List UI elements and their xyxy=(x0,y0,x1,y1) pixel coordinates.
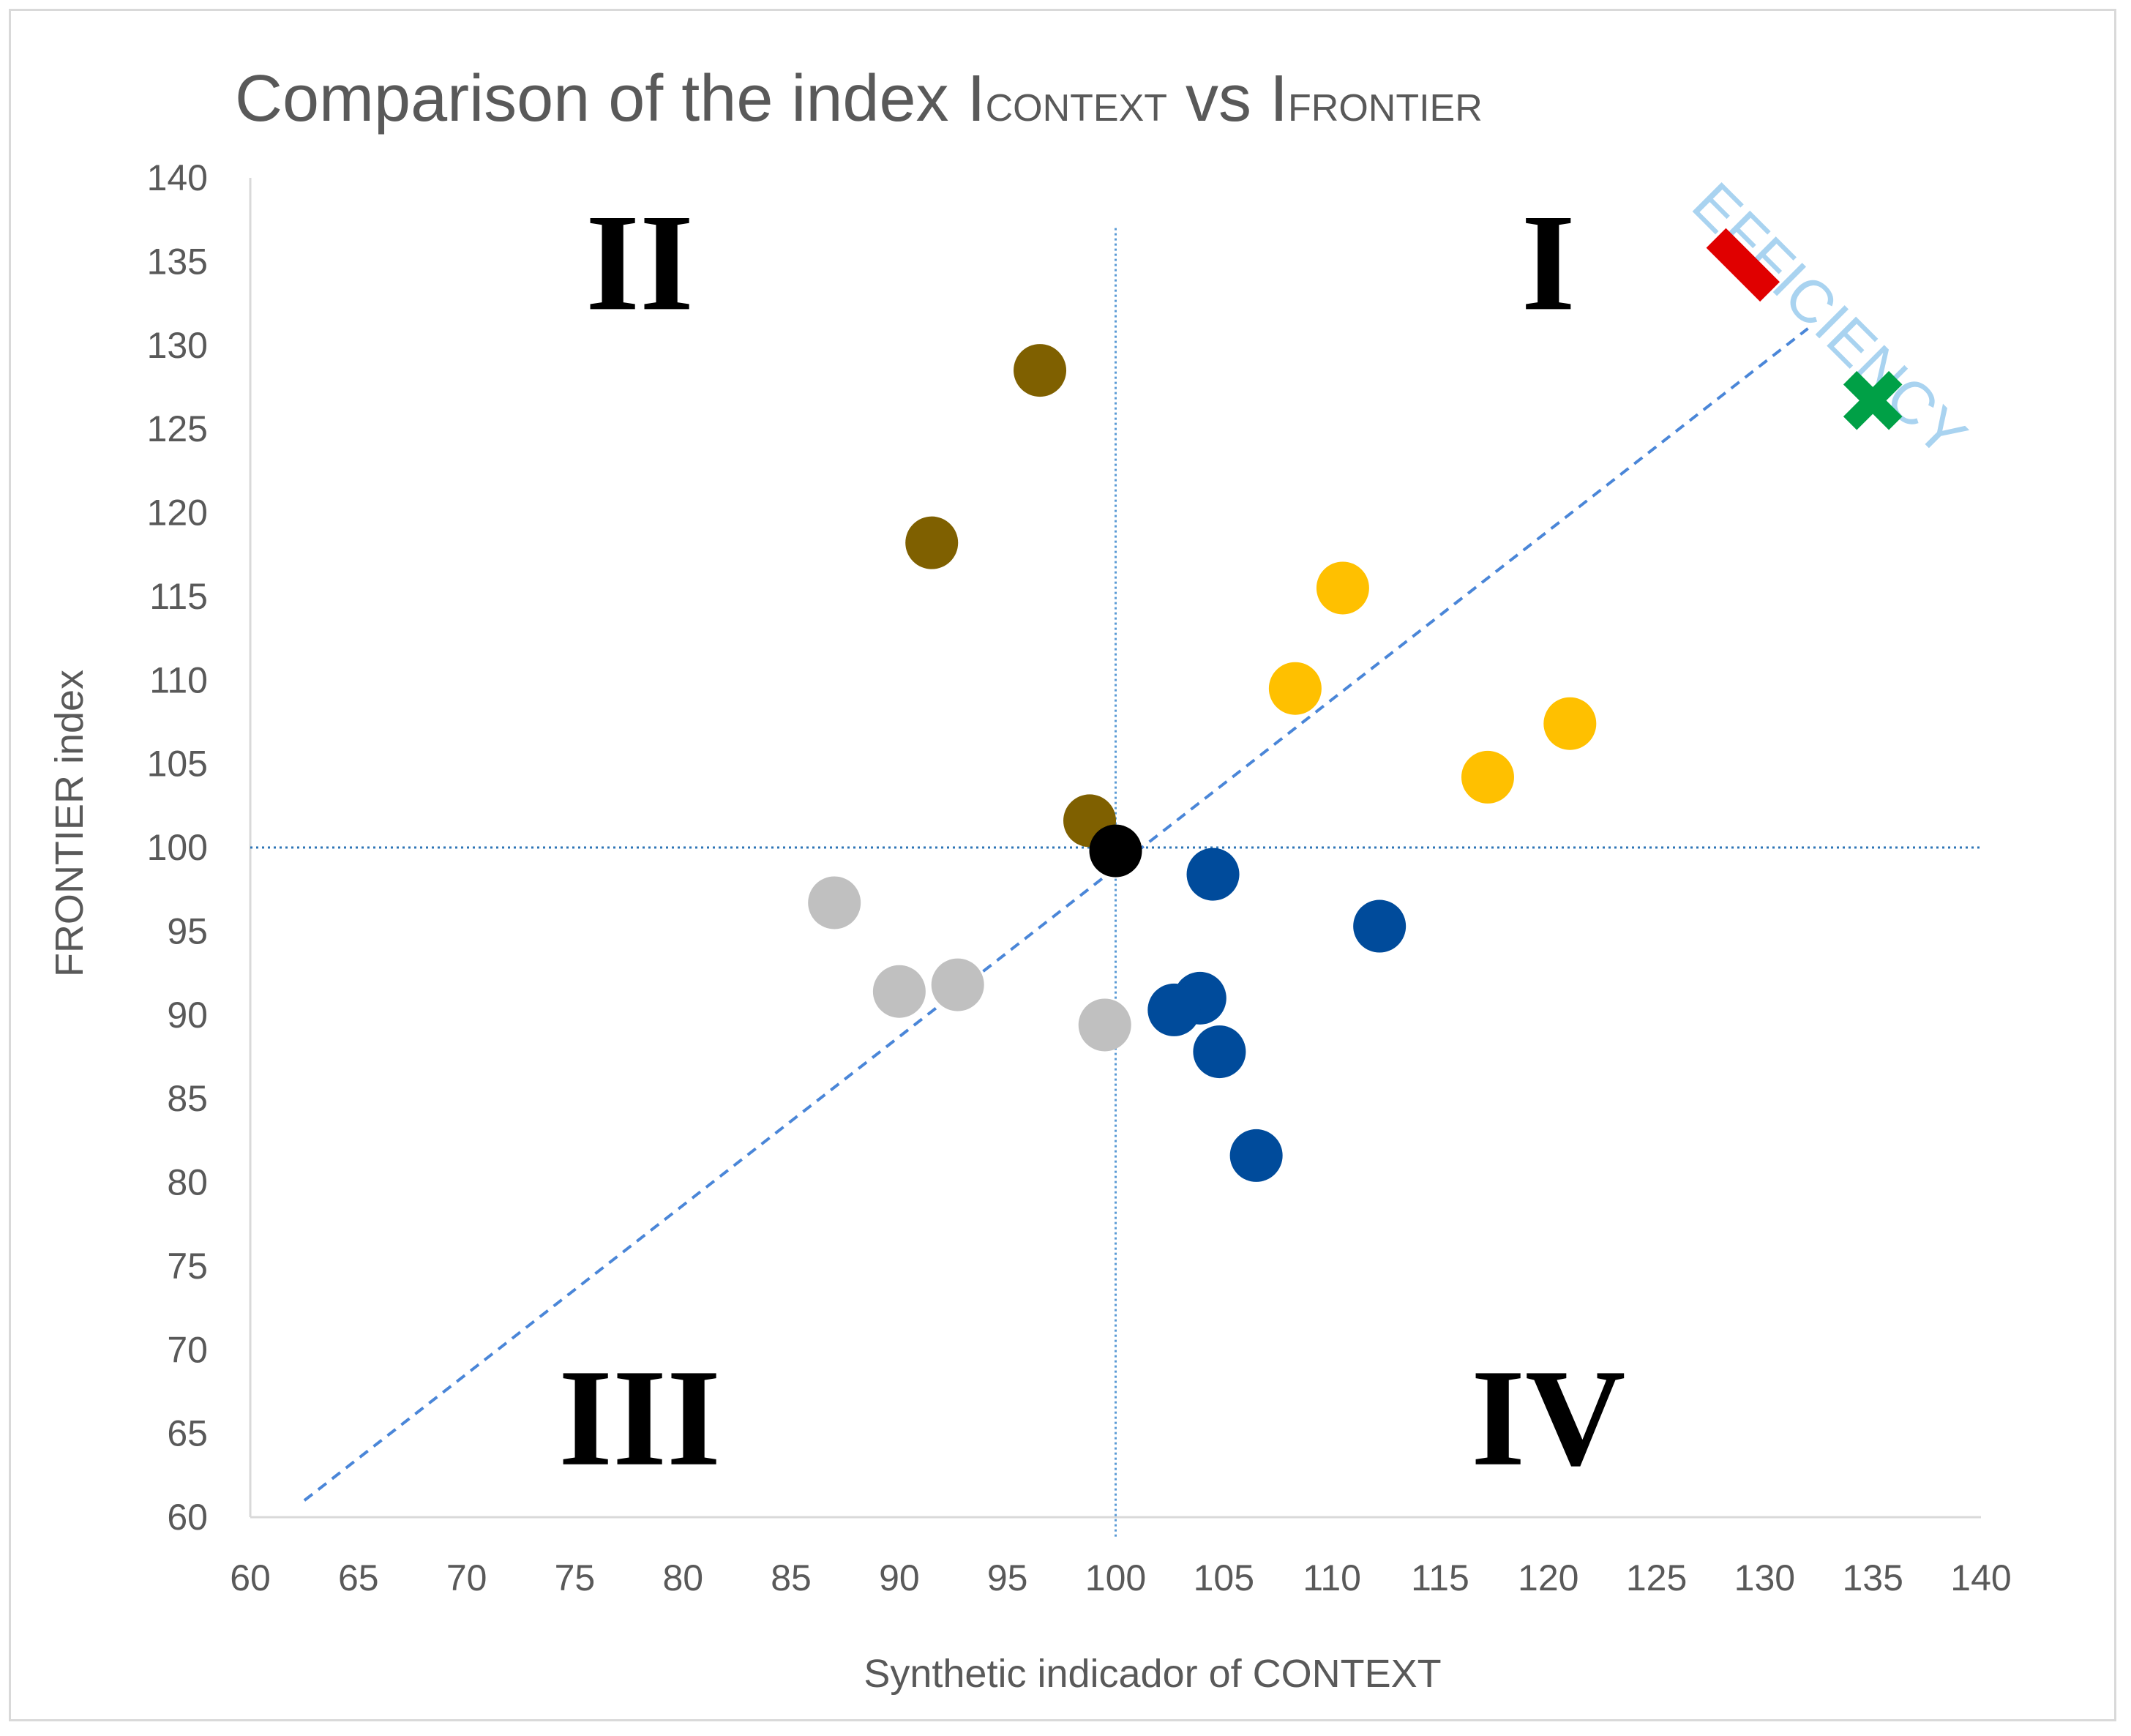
y-tick-label: 130 xyxy=(147,325,208,366)
y-tick-label: 80 xyxy=(167,1162,208,1203)
y-tick-label: 140 xyxy=(147,157,208,198)
data-point xyxy=(1268,662,1322,715)
x-tick-label: 135 xyxy=(1842,1557,1903,1598)
x-tick-label: 100 xyxy=(1085,1557,1146,1598)
y-tick-label: 75 xyxy=(167,1246,208,1287)
quadrant-label-iv: IV xyxy=(1471,1342,1625,1495)
y-axis-title: FRONTIER index xyxy=(48,670,91,977)
chart-title: Comparison of the index ICONTEXT vs IFRO… xyxy=(235,62,1483,135)
x-tick-label: 115 xyxy=(1411,1557,1469,1598)
y-tick-label: 70 xyxy=(167,1329,208,1370)
data-point xyxy=(1353,899,1407,953)
y-tick-label: 135 xyxy=(147,241,208,282)
data-point xyxy=(1193,1025,1246,1079)
x-tick-label: 70 xyxy=(446,1557,487,1598)
x-axis-title: Synthetic indicador of CONTEXT xyxy=(864,1652,1441,1696)
chart-title-part2: vs I xyxy=(1167,62,1288,135)
data-point xyxy=(1543,697,1597,750)
data-point xyxy=(1014,344,1067,397)
x-tick-label: 130 xyxy=(1734,1557,1795,1598)
chart-frame: Comparison of the index ICONTEXT vs IFRO… xyxy=(9,9,2116,1721)
x-tick-label: 85 xyxy=(771,1557,812,1598)
quadrant-label-i: I xyxy=(1521,186,1576,340)
data-point xyxy=(905,516,959,569)
data-point xyxy=(1186,848,1240,901)
data-point xyxy=(1229,1129,1283,1182)
chart-title-sub1: CONTEXT xyxy=(986,87,1167,130)
quadrant-label-iii: III xyxy=(558,1342,721,1495)
data-point xyxy=(1078,998,1131,1052)
plot-area: 60 65 70 75 80 85 90 95 100 105 110 115 120 125 130 135… xyxy=(147,157,2012,1598)
y-tick-label: 90 xyxy=(167,995,208,1036)
data-point xyxy=(808,876,861,929)
chart-title-sub2: FRONTIER xyxy=(1288,87,1483,130)
y-tick-label: 60 xyxy=(167,1497,208,1538)
data-point xyxy=(1461,750,1514,804)
x-tick-label: 80 xyxy=(662,1557,703,1598)
x-tick-label: 60 xyxy=(230,1557,271,1598)
x-tick-label: 120 xyxy=(1518,1557,1578,1598)
green-cross-marker xyxy=(1843,370,1903,430)
y-tick-label: 105 xyxy=(147,744,208,785)
cross-stroke xyxy=(1843,370,1903,430)
x-tick-label: 125 xyxy=(1626,1557,1687,1598)
y-tick-label: 85 xyxy=(167,1078,208,1119)
data-point xyxy=(1089,824,1142,878)
efficiency-line xyxy=(303,327,1809,1502)
x-tick-label: 95 xyxy=(987,1557,1028,1598)
x-tick-label: 75 xyxy=(555,1557,596,1598)
data-point xyxy=(1147,983,1201,1036)
y-tick-label: 65 xyxy=(167,1413,208,1454)
x-tick-label: 105 xyxy=(1194,1557,1254,1598)
x-tick-label: 90 xyxy=(879,1557,920,1598)
y-tick-label: 95 xyxy=(167,910,208,951)
data-point xyxy=(1316,561,1369,615)
y-tick-label: 120 xyxy=(147,493,208,534)
y-tick-label: 100 xyxy=(147,827,208,868)
y-tick-label: 125 xyxy=(147,408,208,449)
efficiency-label: EFFICIENCY xyxy=(1679,171,1979,470)
x-tick-label: 140 xyxy=(1950,1557,2011,1598)
red-dash-marker xyxy=(1706,228,1780,302)
x-tick-label: 65 xyxy=(338,1557,379,1598)
chart-title-part1: Comparison of the index I xyxy=(235,62,986,135)
scatter-chart: Comparison of the index ICONTEXT vs IFRO… xyxy=(48,62,2012,1696)
data-point xyxy=(931,958,984,1011)
y-tick-label: 110 xyxy=(149,659,208,700)
quadrant-label-ii: II xyxy=(585,186,694,340)
y-tick-label: 115 xyxy=(149,576,208,617)
x-tick-label: 110 xyxy=(1303,1557,1361,1598)
data-point xyxy=(872,965,926,1018)
